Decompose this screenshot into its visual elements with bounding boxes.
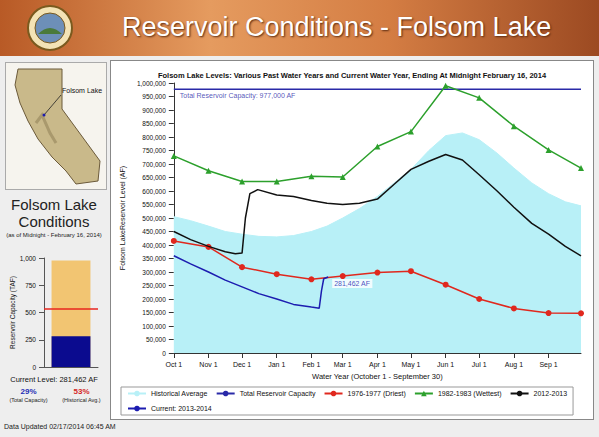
svg-text:900,000: 900,000: [142, 107, 166, 114]
svg-text:500,000: 500,000: [142, 215, 166, 222]
svg-text:850,000: 850,000: [142, 120, 166, 127]
svg-text:Nov 1: Nov 1: [199, 361, 217, 368]
svg-text:800,000: 800,000: [142, 134, 166, 141]
svg-text:550,000: 550,000: [142, 201, 166, 208]
svg-text:Sep 1: Sep 1: [539, 361, 557, 369]
html-text:(Total Capacity): (Total Capacity): [9, 397, 48, 403]
svg-text:Folsom Lake Levels: Various Pa: Folsom Lake Levels: Various Past Water Y…: [158, 71, 547, 80]
html-text:53%: 53%: [73, 387, 90, 396]
svg-text:Jul 1: Jul 1: [472, 361, 487, 368]
svg-text:200,000: 200,000: [142, 296, 166, 303]
svg-text:700,000: 700,000: [142, 161, 166, 168]
svg-text:950,000: 950,000: [142, 93, 166, 100]
svg-text:0: 0: [162, 350, 166, 357]
svg-text:Jan 1: Jan 1: [268, 361, 285, 368]
svg-text:450,000: 450,000: [142, 228, 166, 235]
svg-text:Historical Average: Historical Average: [151, 390, 207, 398]
svg-text:Oct 1: Oct 1: [165, 361, 182, 368]
svg-text:Total Reservoir Capacity: 977,: Total Reservoir Capacity: 977,000 AF: [180, 92, 296, 100]
svg-text:Water Year (October 1 - Septem: Water Year (October 1 - September 30): [312, 372, 443, 381]
svg-text:2012-2013: 2012-2013: [534, 390, 568, 397]
svg-text:Apr 1: Apr 1: [369, 361, 386, 369]
svg-text:1982-1983 (Wettest): 1982-1983 (Wettest): [438, 390, 502, 398]
svg-text:Aug 1: Aug 1: [505, 361, 523, 369]
svg-text:1,000,000: 1,000,000: [137, 80, 166, 87]
html-text:Reservoir Conditions - Folsom: Reservoir Conditions - Folsom Lake: [122, 12, 552, 42]
svg-text:300,000: 300,000: [142, 269, 166, 276]
svg-text:281,462 AF: 281,462 AF: [334, 280, 370, 287]
svg-text:500: 500: [25, 309, 36, 316]
html-text:29%: 29%: [20, 387, 37, 396]
svg-text:Reservoir Capacity (TAF): Reservoir Capacity (TAF): [9, 276, 17, 349]
svg-text:Dec 1: Dec 1: [233, 361, 251, 368]
html-text:(as of Midnight - February 16,: (as of Midnight - February 16, 2014): [6, 232, 102, 238]
svg-text:Total Reservoir Capacity: Total Reservoir Capacity: [240, 390, 316, 398]
html-text:(Historical Avg.): (Historical Avg.): [62, 397, 101, 403]
svg-text:Folsom Lake: Folsom Lake: [62, 87, 102, 94]
svg-text:1,000: 1,000: [20, 255, 37, 262]
html-text:Current Level: 281,462 AF: Current Level: 281,462 AF: [10, 375, 98, 384]
svg-text:Current: 2013-2014: Current: 2013-2014: [151, 405, 212, 412]
svg-text:400,000: 400,000: [142, 242, 166, 249]
svg-text:0: 0: [32, 364, 36, 371]
svg-text:Jun 1: Jun 1: [437, 361, 454, 368]
svg-text:150,000: 150,000: [142, 309, 166, 316]
svg-text:350,000: 350,000: [142, 255, 166, 262]
html-text:Folsom Lake Conditions: Folsom Lake Conditions: [11, 196, 97, 230]
svg-text:Mar 1: Mar 1: [334, 361, 352, 368]
svg-text:Feb 1: Feb 1: [302, 361, 320, 368]
svg-text:50,000: 50,000: [146, 336, 166, 343]
svg-text:750,000: 750,000: [142, 147, 166, 154]
html-text:Data Updated 02/17/2014 06:45: Data Updated 02/17/2014 06:45 AM: [4, 423, 116, 430]
svg-text:650,000: 650,000: [142, 174, 166, 181]
svg-text:Folsom LakeReservoir Level (AF: Folsom LakeReservoir Level (AF): [119, 166, 127, 270]
svg-text:750: 750: [25, 282, 36, 289]
svg-text:1976-1977 (Driest): 1976-1977 (Driest): [348, 390, 406, 398]
svg-text:250: 250: [25, 336, 36, 343]
svg-text:600,000: 600,000: [142, 188, 166, 195]
svg-text:250,000: 250,000: [142, 282, 166, 289]
svg-text:May 1: May 1: [401, 361, 420, 369]
svg-text:100,000: 100,000: [142, 323, 166, 330]
